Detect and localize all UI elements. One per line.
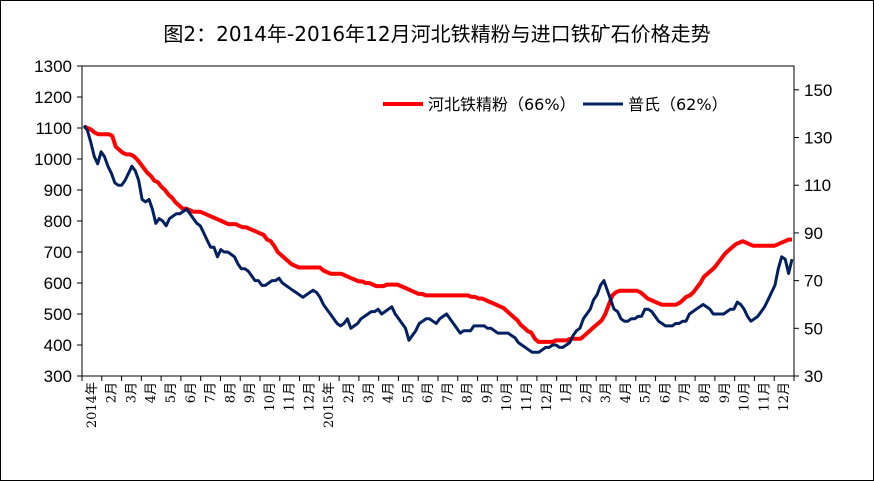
left-axis-tick-label: 500 — [44, 305, 72, 324]
series-line-platts — [82, 124, 794, 354]
left-axis-tick-label: 700 — [44, 243, 72, 262]
x-axis-tick-label: 6月 — [184, 382, 199, 403]
x-axis-tick-label: 8月 — [223, 382, 238, 403]
right-axis-tick-label: 30 — [804, 367, 823, 386]
x-axis-tick-label: 10月 — [738, 382, 753, 412]
x-axis-tick-label: 5月 — [164, 382, 179, 403]
x-axis-tick-label: 12月 — [302, 382, 317, 412]
x-axis-tick-label: 8月 — [461, 382, 476, 403]
x-axis-tick-label: 3月 — [599, 382, 614, 403]
right-axis-tick-label: 150 — [804, 81, 832, 100]
right-axis-tick-label: 90 — [804, 224, 823, 243]
x-axis-tick-label: 2015年 — [322, 382, 337, 428]
x-axis-tick-label: 2月 — [342, 382, 357, 403]
left-axis-tick-label: 300 — [44, 367, 72, 386]
x-axis-tick-label: 7月 — [441, 382, 456, 403]
x-axis-tick-label: 12月 — [540, 382, 555, 412]
x-axis-tick-label: 4月 — [382, 382, 397, 403]
x-axis-tick-label: 1月 — [560, 382, 575, 403]
x-axis-tick-label: 10月 — [263, 382, 278, 412]
x-axis-tick-label: 11月 — [283, 382, 298, 412]
legend-label: 普氏（62%） — [628, 95, 728, 114]
x-axis-tick-label: 3月 — [124, 382, 139, 403]
plot-area: 300 400 500 600 700 800 900 1000 1100 1200 1300 30 5… — [34, 57, 832, 428]
left-axis-tick-label: 1200 — [34, 88, 72, 107]
chart-title: 图2：2014年-2016年12月河北铁精粉与进口铁矿石价格走势 — [163, 22, 711, 46]
left-axis-tick-label: 1300 — [34, 57, 72, 76]
x-axis-tick-label: 7月 — [204, 382, 219, 403]
left-axis-tick-label: 1100 — [35, 119, 72, 138]
series-line-hebei-concentrate — [83, 124, 792, 344]
x-axis-tick-label: 5月 — [401, 382, 416, 403]
right-axis-tick-label: 50 — [804, 319, 823, 338]
left-axis-tick-label: 800 — [44, 212, 72, 231]
x-axis-tick-label: 9月 — [243, 382, 258, 403]
right-axis-tick-label: 110 — [804, 176, 831, 195]
right-axis-tick-label: 130 — [804, 129, 832, 148]
x-axis-tick-label: 11月 — [757, 382, 772, 412]
x-axis-tick-label: 12月 — [777, 382, 792, 412]
right-axis-tick-label: 70 — [804, 272, 823, 291]
x-axis-tick-label: 10月 — [500, 382, 515, 412]
x-axis-tick-label: 9月 — [480, 382, 495, 403]
x-axis-tick-label: 6月 — [658, 382, 673, 403]
x-axis-tick-label: 2月 — [105, 382, 120, 403]
x-axis-tick-label: 11月 — [520, 382, 535, 412]
left-axis-tick-label: 400 — [44, 336, 72, 355]
x-axis-tick-label: 6月 — [421, 382, 436, 403]
x-axis-tick-label: 2月 — [579, 382, 594, 403]
left-axis-tick-label: 600 — [44, 274, 72, 293]
x-axis-tick-label: 4月 — [144, 382, 159, 403]
x-axis-tick-label: 7月 — [678, 382, 693, 403]
x-axis-tick-label: 4月 — [619, 382, 634, 403]
x-axis-tick-label: 2014年 — [85, 382, 100, 428]
x-axis-tick-label: 3月 — [362, 382, 377, 403]
x-axis-tick-label: 8月 — [698, 382, 713, 403]
left-axis-tick-label: 900 — [44, 181, 72, 200]
left-axis-tick-label: 1000 — [34, 150, 72, 169]
x-axis-tick-label: 9月 — [718, 382, 733, 403]
legend-label: 河北铁精粉（66%） — [428, 95, 576, 114]
x-axis-tick-label: 5月 — [639, 382, 654, 403]
